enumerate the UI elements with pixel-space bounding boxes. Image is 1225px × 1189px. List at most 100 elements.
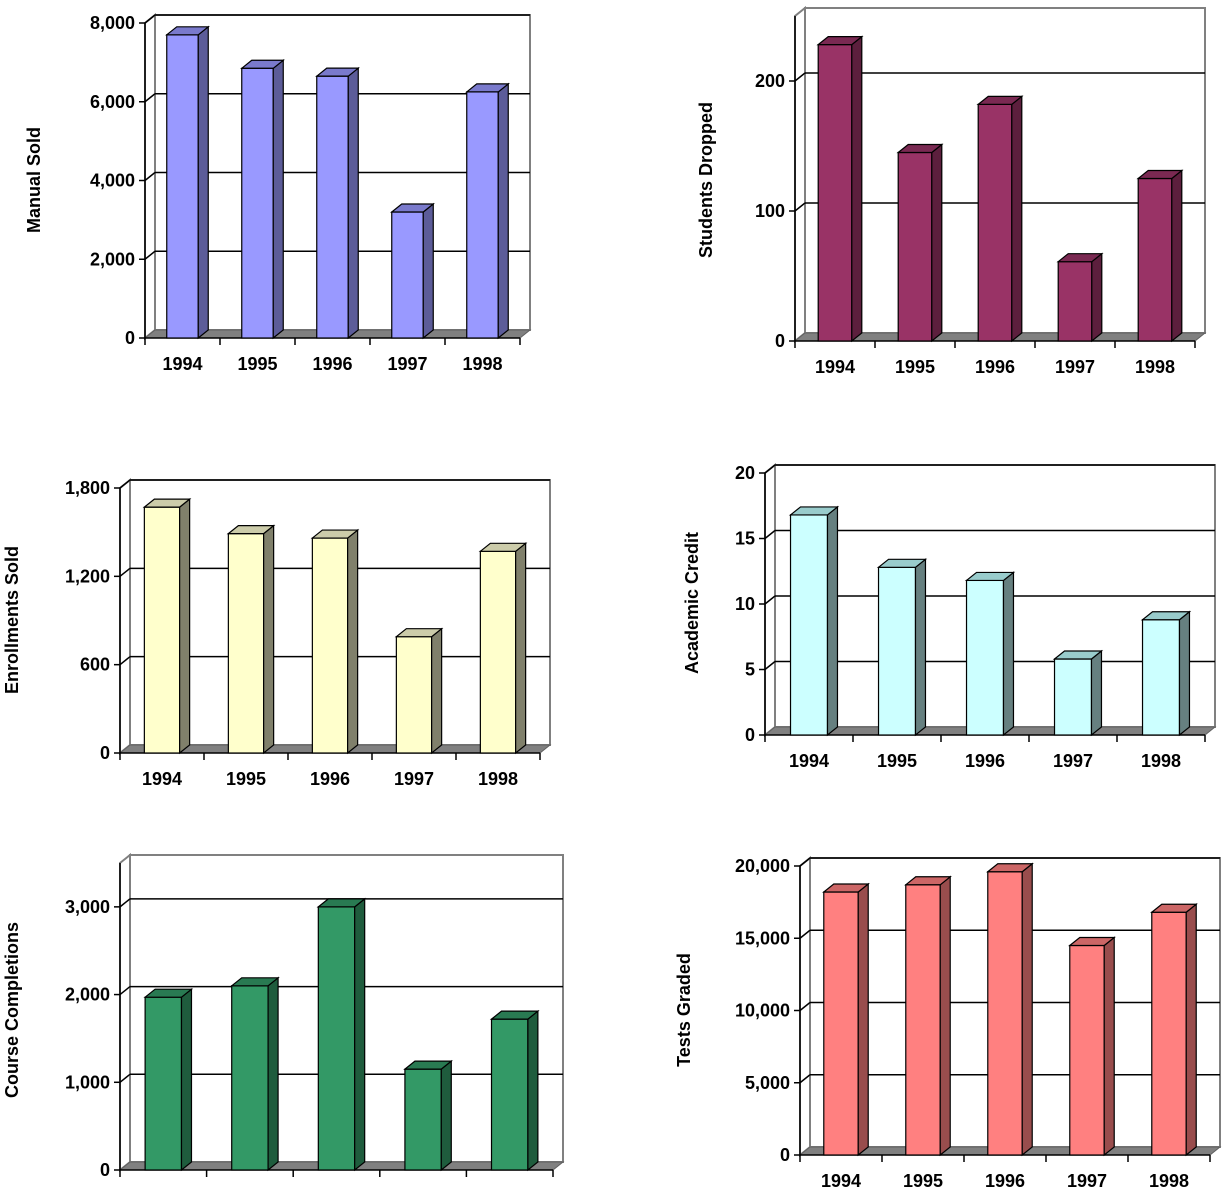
bar-1996 xyxy=(977,103,1013,342)
bar-top-1995 xyxy=(226,525,276,535)
chart-panel-4: 0 1,000 2,000 3,000 1994 1995 1996 1997 1998 Cour… xyxy=(2,852,565,1189)
y-axis-title: Manual Sold xyxy=(24,127,44,233)
y-axis-title: Course Completions xyxy=(2,922,22,1098)
bar-1998 xyxy=(1151,911,1187,1156)
chart-panel-2: 0 600 1,200 1,800 1994 1995 1996 1997 1998 Enroll… xyxy=(2,477,552,789)
bar-top-1998 xyxy=(478,542,528,552)
y-tick-label: 8,000 xyxy=(90,13,135,33)
y-tick-label: 0 xyxy=(125,328,135,348)
x-tick-label: 1994 xyxy=(142,769,182,789)
x-tick-label: 1998 xyxy=(490,1186,530,1189)
x-tick-label: 1997 xyxy=(1067,1171,1107,1189)
y-tick-label: 1,200 xyxy=(65,566,110,586)
x-tick-label: 1997 xyxy=(387,354,427,374)
bar-side-1997 xyxy=(1091,252,1103,343)
x-tick-label: 1996 xyxy=(310,769,350,789)
y-tick-label: 0 xyxy=(775,331,785,351)
gridline-side xyxy=(144,14,156,24)
chart-panel-3: 0 5 10 15 20 1994 1995 1996 1997 1998 Academic Cre… xyxy=(682,462,1217,771)
bar-top-1996 xyxy=(964,571,1016,582)
x-tick-label: 1997 xyxy=(394,769,434,789)
y-tick-label: 2,000 xyxy=(65,985,110,1005)
gridline-side xyxy=(119,898,131,908)
gridline-side xyxy=(144,250,156,260)
x-tick-label: 1997 xyxy=(403,1186,443,1189)
bar-1995 xyxy=(241,67,274,339)
bar-1997 xyxy=(1057,261,1093,342)
x-tick-label: 1996 xyxy=(316,1186,356,1189)
bar-side-1995 xyxy=(267,976,279,1172)
x-tick-label: 1998 xyxy=(1149,1171,1189,1189)
x-tick-label: 1994 xyxy=(821,1171,861,1189)
chart-panel-5: 0 5,000 10,000 15,000 20,000 1994 1995 1996 1997… xyxy=(674,855,1222,1189)
gridline-side xyxy=(799,929,811,939)
bar-top-1996 xyxy=(986,863,1034,873)
y-tick-label: 0 xyxy=(100,1160,110,1180)
gridline-side xyxy=(794,202,806,212)
x-tick-label: 1998 xyxy=(478,769,518,789)
x-tick-label: 1994 xyxy=(815,357,855,377)
gridline-side xyxy=(794,72,806,82)
bar-1997 xyxy=(1053,658,1093,736)
bar-top-1994 xyxy=(822,883,870,893)
bar-side-1995 xyxy=(931,143,943,343)
bar-1995 xyxy=(877,566,917,736)
x-tick-label: 1995 xyxy=(237,354,277,374)
y-tick-label: 1,800 xyxy=(65,478,110,498)
x-tick-label: 1995 xyxy=(226,769,266,789)
x-tick-label: 1995 xyxy=(895,357,935,377)
bar-top-1994 xyxy=(788,506,840,516)
y-tick-label: 2,000 xyxy=(90,249,135,269)
bar-top-1997 xyxy=(1056,253,1104,263)
x-tick-label: 1996 xyxy=(975,357,1015,377)
plot-side-wall xyxy=(794,5,806,344)
bar-side-1997 xyxy=(422,202,434,340)
bar-side-1994 xyxy=(179,497,191,755)
bar-1998 xyxy=(490,1018,529,1171)
bar-top-1996 xyxy=(316,898,367,908)
bar-1994 xyxy=(789,514,829,736)
bar-1998 xyxy=(1137,177,1173,342)
y-axis-title: Academic Credit xyxy=(682,532,702,674)
x-tick-label: 1995 xyxy=(877,751,917,771)
bar-side-1998 xyxy=(1178,610,1191,737)
bar-1997 xyxy=(1069,944,1105,1156)
bar-side-1995 xyxy=(263,524,275,755)
bar-top-1998 xyxy=(1136,169,1184,180)
y-tick-label: 0 xyxy=(780,1145,790,1165)
bar-side-1995 xyxy=(939,875,951,1157)
y-tick-label: 5 xyxy=(745,660,755,680)
bar-top-1997 xyxy=(1068,936,1116,947)
y-tick-label: 0 xyxy=(745,725,755,745)
y-axis-title: Students Dropped xyxy=(696,102,716,258)
x-tick-label: 1997 xyxy=(1055,357,1095,377)
x-tick-label: 1996 xyxy=(985,1171,1025,1189)
bar-1998 xyxy=(466,91,499,339)
bar-top-1994 xyxy=(142,498,192,508)
bar-side-1996 xyxy=(1011,95,1023,343)
x-tick-label: 1994 xyxy=(789,751,829,771)
bar-side-1998 xyxy=(515,542,527,755)
y-tick-label: 10 xyxy=(735,594,755,614)
bar-top-1997 xyxy=(390,203,435,213)
bar-side-1996 xyxy=(354,897,366,1172)
bar-1996 xyxy=(316,75,349,339)
bar-1995 xyxy=(227,533,265,754)
bar-1995 xyxy=(231,985,269,1171)
y-axis-title: Enrollments Sold xyxy=(2,546,22,694)
bar-side-1995 xyxy=(914,558,927,737)
y-tick-label: 4,000 xyxy=(90,171,135,191)
y-tick-label: 6,000 xyxy=(90,92,135,112)
x-tick-label: 1998 xyxy=(462,354,502,374)
bar-top-1997 xyxy=(394,628,444,638)
gridline-side xyxy=(764,464,776,474)
plot-side-wall xyxy=(119,477,131,756)
gridline-side xyxy=(799,1001,811,1012)
x-tick-label: 1994 xyxy=(143,1186,183,1189)
bar-side-1994 xyxy=(857,882,869,1157)
gridline-side xyxy=(119,479,131,489)
bar-1994 xyxy=(143,506,181,754)
y-tick-label: 100 xyxy=(755,201,785,221)
